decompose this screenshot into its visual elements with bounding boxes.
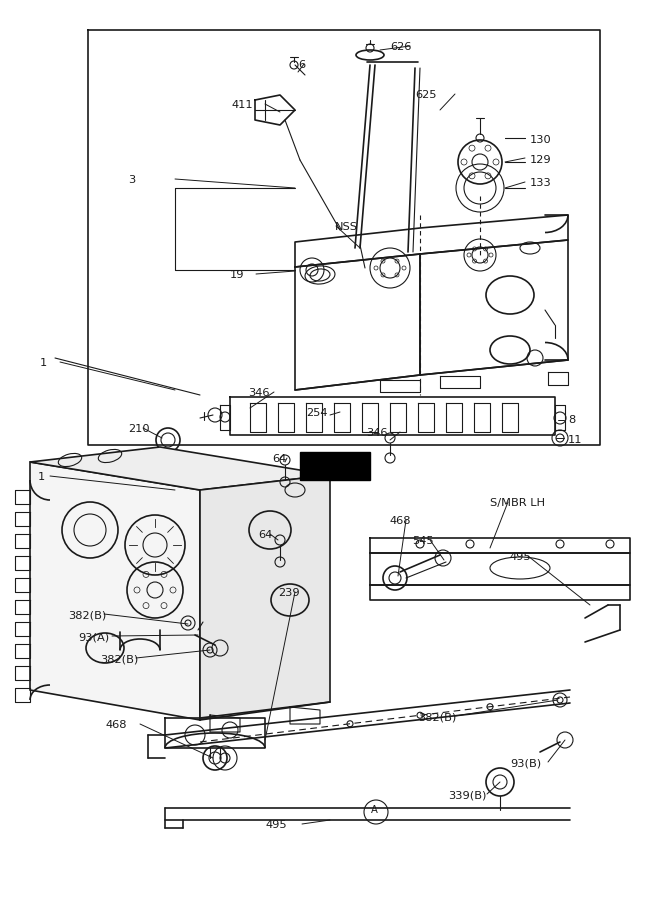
Text: 11: 11 [568, 435, 582, 445]
Text: 239: 239 [278, 588, 299, 598]
Polygon shape [30, 447, 330, 490]
Text: 411: 411 [232, 100, 253, 110]
Text: 382(B): 382(B) [418, 712, 456, 722]
Text: 1: 1 [38, 472, 45, 482]
Text: 545: 545 [412, 536, 434, 546]
Text: 8: 8 [568, 415, 575, 425]
Text: A: A [371, 805, 378, 815]
Text: NSS: NSS [335, 222, 358, 232]
Text: 468: 468 [105, 720, 127, 730]
Text: 133: 133 [530, 178, 552, 188]
Text: 93(A): 93(A) [78, 632, 109, 642]
Text: 495: 495 [510, 552, 532, 562]
Text: 495: 495 [266, 820, 287, 830]
Text: 382(B): 382(B) [100, 654, 138, 664]
Text: 382(B): 382(B) [68, 610, 106, 620]
Polygon shape [30, 462, 200, 720]
Text: 64: 64 [272, 454, 286, 464]
Text: 93(B): 93(B) [510, 758, 541, 768]
Text: 64: 64 [258, 530, 272, 540]
Text: 626: 626 [390, 42, 412, 52]
Text: S/MBR LH: S/MBR LH [490, 498, 545, 508]
Text: 339(B): 339(B) [448, 790, 486, 800]
Polygon shape [200, 475, 330, 720]
Text: 129: 129 [530, 155, 552, 165]
Text: 1: 1 [40, 358, 47, 368]
Text: 468: 468 [390, 516, 412, 526]
Text: 346: 346 [366, 428, 388, 438]
Text: 3: 3 [128, 175, 135, 185]
Text: 19: 19 [230, 270, 245, 280]
Text: 210: 210 [128, 424, 149, 434]
Text: 625: 625 [415, 90, 436, 100]
Text: 6: 6 [298, 60, 305, 70]
Text: 254: 254 [306, 408, 327, 418]
Text: 346: 346 [248, 388, 269, 398]
Text: 130: 130 [530, 135, 552, 145]
Polygon shape [300, 452, 370, 480]
